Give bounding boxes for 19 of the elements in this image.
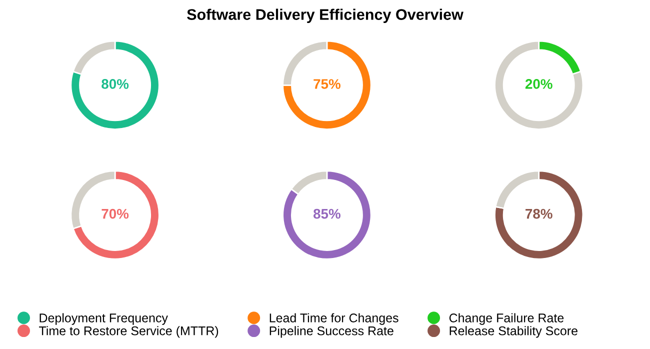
data-label: 70% [102, 208, 129, 219]
data-label: 80% [102, 79, 129, 89]
donut-slice [282, 170, 372, 260]
data-label: 75% [314, 79, 340, 89]
legend-label: Deployment Frequency [40, 313, 168, 325]
chart-title: Software Delivery Efficiency Overview [187, 8, 464, 23]
donut-slice [70, 40, 160, 130]
donut-slice [282, 40, 372, 130]
legend-label: Pipeline Success Rate [270, 326, 394, 338]
data-label: 85% [313, 208, 340, 219]
legend-label: Release Stability Score [450, 326, 578, 338]
data-label: 78% [526, 208, 552, 219]
donut-slice [72, 170, 160, 260]
legend-label: Lead Time for Changes [270, 313, 398, 325]
legend-label: Time to Restore Service (MTTR) [39, 326, 218, 338]
donut-slice [494, 40, 584, 130]
data-label: 20% [525, 79, 552, 89]
legend-label: Change Failure Rate [449, 313, 564, 325]
donut-slice [494, 170, 584, 260]
